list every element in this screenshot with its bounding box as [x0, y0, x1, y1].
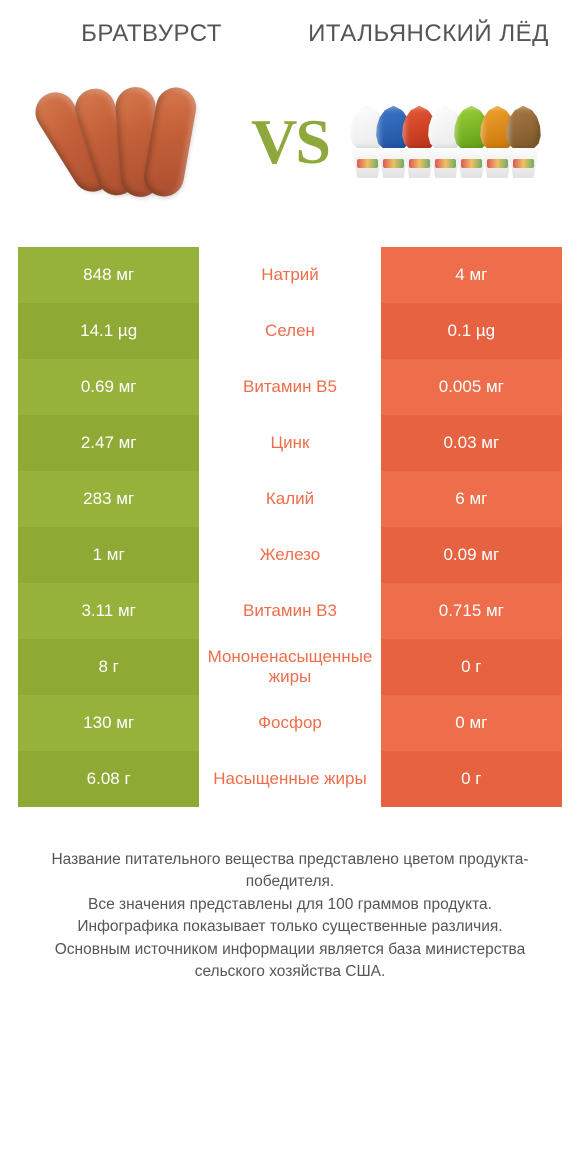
image-row: VS — [18, 77, 562, 207]
right-value: 0.09 мг — [381, 527, 562, 583]
table-row: 14.1 µgСелен0.1 µg — [18, 303, 562, 359]
table-row: 283 мгКалий6 мг — [18, 471, 562, 527]
nutrient-label: Фосфор — [199, 695, 380, 751]
nutrient-label: Цинк — [199, 415, 380, 471]
right-value: 0 г — [381, 751, 562, 807]
footnote-line: Все значения представлены для 100 граммо… — [22, 894, 558, 916]
right-value: 0 мг — [381, 695, 562, 751]
table-row: 130 мгФосфор0 мг — [18, 695, 562, 751]
right-value: 4 мг — [381, 247, 562, 303]
nutrient-label: Калий — [199, 471, 380, 527]
nutrient-label: Витамин B3 — [199, 583, 380, 639]
right-value: 0.03 мг — [381, 415, 562, 471]
table-row: 3.11 мгВитамин B30.715 мг — [18, 583, 562, 639]
table-row: 6.08 гНасыщенные жиры0 г — [18, 751, 562, 807]
left-value: 130 мг — [18, 695, 199, 751]
right-value: 0.715 мг — [381, 583, 562, 639]
table-row: 1 мгЖелезо0.09 мг — [18, 527, 562, 583]
nutrient-label: Железо — [199, 527, 380, 583]
left-value: 2.47 мг — [18, 415, 199, 471]
left-value: 8 г — [18, 639, 199, 695]
right-value: 0.005 мг — [381, 359, 562, 415]
left-value: 283 мг — [18, 471, 199, 527]
left-value: 6.08 г — [18, 751, 199, 807]
nutrient-label: Селен — [199, 303, 380, 359]
left-value: 1 мг — [18, 527, 199, 583]
left-image — [18, 77, 231, 207]
nutrient-label: Мононенасыщенные жиры — [199, 639, 380, 695]
title-right: ИТАЛЬЯНСКИЙ ЛЁД — [295, 20, 562, 49]
table-row: 848 мгНатрий4 мг — [18, 247, 562, 303]
footnote-line: Основным источником информации является … — [22, 939, 558, 984]
nutrient-label: Витамин B5 — [199, 359, 380, 415]
nutrient-label: Натрий — [199, 247, 380, 303]
footnote-line: Инфографика показывает только существенн… — [22, 916, 558, 938]
italian-ice-icon — [359, 106, 541, 178]
right-value: 0 г — [381, 639, 562, 695]
title-left: БРАТВУРСТ — [18, 20, 285, 49]
vs-label: VS — [251, 105, 329, 179]
sausages-icon — [50, 87, 200, 197]
nutrient-label: Насыщенные жиры — [199, 751, 380, 807]
right-image — [349, 77, 562, 207]
left-value: 3.11 мг — [18, 583, 199, 639]
left-value: 14.1 µg — [18, 303, 199, 359]
table-row: 2.47 мгЦинк0.03 мг — [18, 415, 562, 471]
comparison-table: 848 мгНатрий4 мг14.1 µgСелен0.1 µg0.69 м… — [18, 247, 562, 807]
title-row: БРАТВУРСТ ИТАЛЬЯНСКИЙ ЛЁД — [18, 20, 562, 49]
right-value: 6 мг — [381, 471, 562, 527]
footnote-line: Название питательного вещества представл… — [22, 849, 558, 894]
table-row: 8 гМононенасыщенные жиры0 г — [18, 639, 562, 695]
footnote: Название питательного вещества представл… — [18, 849, 562, 996]
right-value: 0.1 µg — [381, 303, 562, 359]
table-row: 0.69 мгВитамин B50.005 мг — [18, 359, 562, 415]
left-value: 848 мг — [18, 247, 199, 303]
left-value: 0.69 мг — [18, 359, 199, 415]
